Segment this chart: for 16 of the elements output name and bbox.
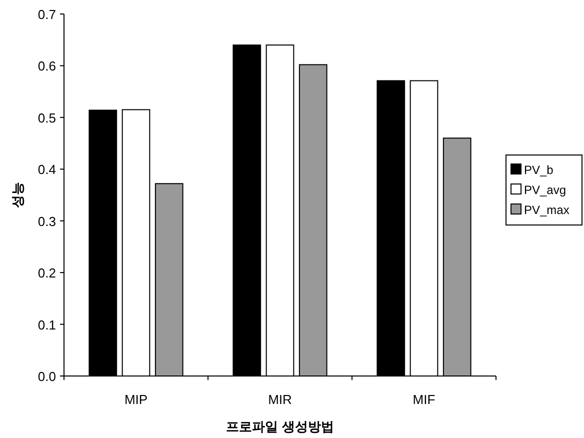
x-tick-label: MIR bbox=[268, 392, 292, 407]
x-tick-label: MIP bbox=[124, 392, 148, 407]
y-tick-label: 0.7 bbox=[38, 7, 56, 22]
y-tick-label: 0.6 bbox=[38, 58, 56, 74]
y-tick-label: 0.5 bbox=[38, 110, 56, 126]
x-axis-title: 프로파일 생성방법 bbox=[226, 419, 334, 434]
legend-label: PV_max bbox=[524, 203, 570, 217]
legend-label: PV_b bbox=[524, 163, 554, 177]
y-tick-label: 0.4 bbox=[38, 162, 56, 178]
y-axis-title: 성능 bbox=[10, 182, 25, 208]
legend-label: PV_avg bbox=[524, 183, 566, 197]
y-tick-label: 0.2 bbox=[38, 266, 56, 281]
y-tick-label: 0.0 bbox=[38, 369, 56, 384]
y-tick-label: 0.1 bbox=[38, 317, 56, 332]
y-tick-label: 0.3 bbox=[38, 214, 56, 229]
x-tick-label: MIF bbox=[412, 392, 436, 407]
